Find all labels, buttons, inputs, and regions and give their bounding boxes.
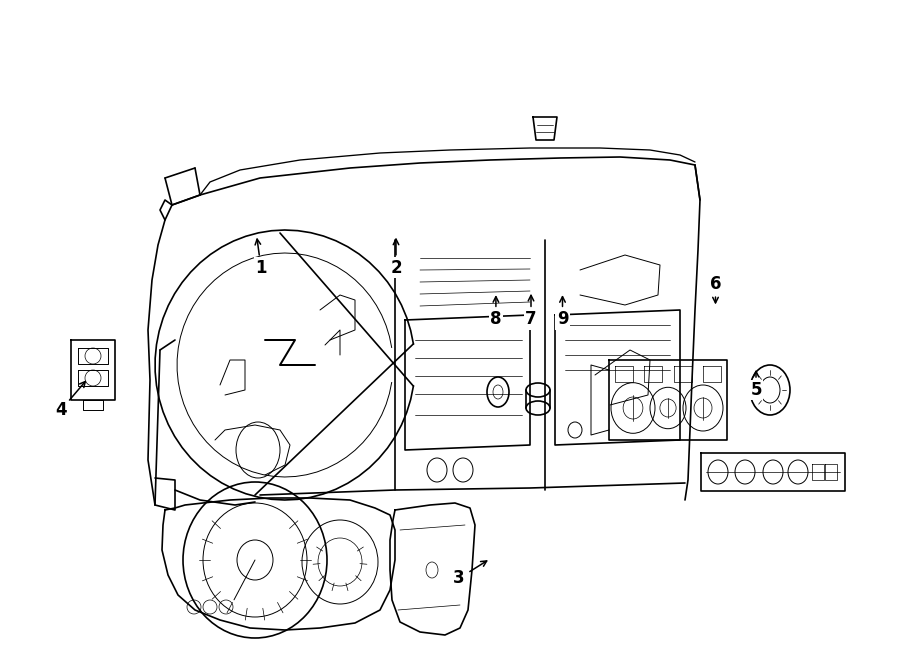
Text: 4: 4 <box>56 401 67 419</box>
Text: 9: 9 <box>557 310 568 329</box>
Text: 8: 8 <box>491 310 501 329</box>
Text: 5: 5 <box>751 381 761 399</box>
Text: 2: 2 <box>391 258 401 277</box>
Text: 7: 7 <box>526 310 536 329</box>
Text: 3: 3 <box>454 569 464 588</box>
Text: 6: 6 <box>710 275 721 293</box>
Text: 1: 1 <box>256 258 266 277</box>
